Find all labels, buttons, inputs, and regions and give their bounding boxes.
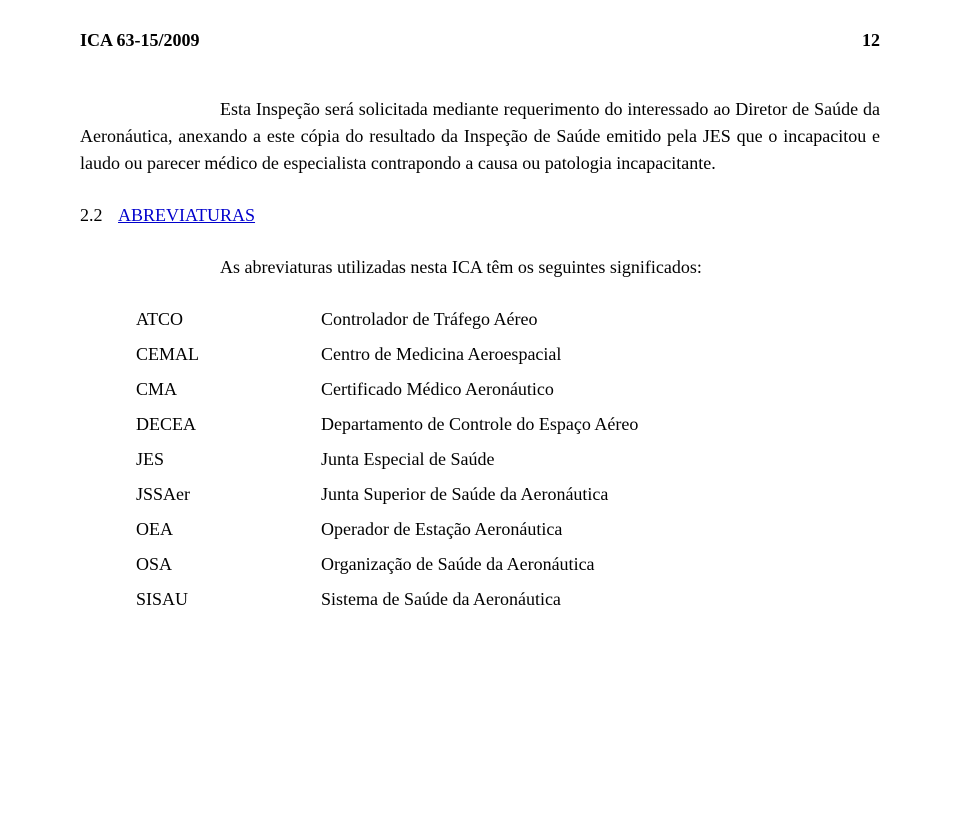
section-title: ABREVIATURAS xyxy=(118,205,255,225)
abbrev-key: ATCO xyxy=(136,309,321,330)
paragraph-text: Esta Inspeção será solicitada mediante r… xyxy=(80,99,880,173)
abbrev-intro: As abreviaturas utilizadas nesta ICA têm… xyxy=(220,254,880,281)
abbrev-key: OEA xyxy=(136,519,321,540)
section-heading: 2.2 ABREVIATURAS xyxy=(80,205,880,226)
abbrev-key: JSSAer xyxy=(136,484,321,505)
abbrev-value: Junta Superior de Saúde da Aeronáutica xyxy=(321,484,880,505)
section-number: 2.2 xyxy=(80,205,103,225)
abbrev-value: Junta Especial de Saúde xyxy=(321,449,880,470)
abbrev-value: Operador de Estação Aeronáutica xyxy=(321,519,880,540)
page-number: 12 xyxy=(862,30,880,51)
abbrev-row: CMA Certificado Médico Aeronáutico xyxy=(136,379,880,400)
document-id: ICA 63-15/2009 xyxy=(80,30,200,51)
abbrev-value: Departamento de Controle do Espaço Aéreo xyxy=(321,414,880,435)
abbrev-key: OSA xyxy=(136,554,321,575)
abbrev-value: Sistema de Saúde da Aeronáutica xyxy=(321,589,880,610)
abbrev-row: ATCO Controlador de Tráfego Aéreo xyxy=(136,309,880,330)
abbrev-value: Organização de Saúde da Aeronáutica xyxy=(321,554,880,575)
abbrev-key: DECEA xyxy=(136,414,321,435)
body-paragraph-1: Esta Inspeção será solicitada mediante r… xyxy=(80,96,880,177)
abbrev-row: JSSAer Junta Superior de Saúde da Aeroná… xyxy=(136,484,880,505)
abbrev-key: CMA xyxy=(136,379,321,400)
abbrev-row: SISAU Sistema de Saúde da Aeronáutica xyxy=(136,589,880,610)
abbrev-row: OSA Organização de Saúde da Aeronáutica xyxy=(136,554,880,575)
abbrev-row: JES Junta Especial de Saúde xyxy=(136,449,880,470)
abbrev-table: ATCO Controlador de Tráfego Aéreo CEMAL … xyxy=(136,309,880,610)
abbrev-value: Certificado Médico Aeronáutico xyxy=(321,379,880,400)
abbrev-row: CEMAL Centro de Medicina Aeroespacial xyxy=(136,344,880,365)
abbrev-value: Centro de Medicina Aeroespacial xyxy=(321,344,880,365)
abbrev-row: DECEA Departamento de Controle do Espaço… xyxy=(136,414,880,435)
abbrev-key: JES xyxy=(136,449,321,470)
page-header: ICA 63-15/2009 12 xyxy=(80,30,880,51)
abbrev-value: Controlador de Tráfego Aéreo xyxy=(321,309,880,330)
abbrev-key: CEMAL xyxy=(136,344,321,365)
abbrev-row: OEA Operador de Estação Aeronáutica xyxy=(136,519,880,540)
abbrev-key: SISAU xyxy=(136,589,321,610)
